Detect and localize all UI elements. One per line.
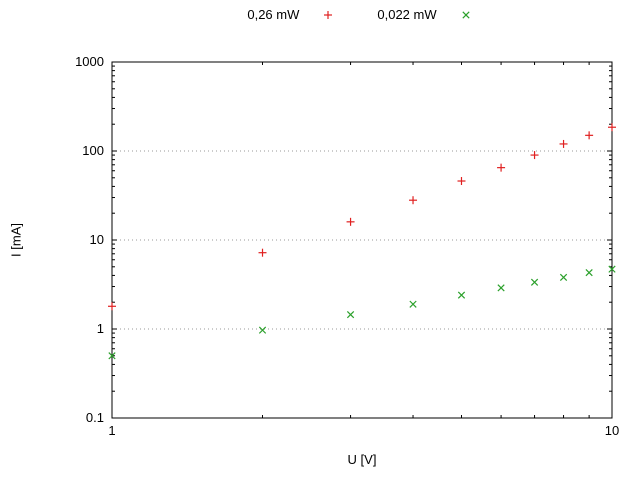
legend-label: 0,26 mW [247, 7, 300, 22]
legend: 0,26 mW 0,022 mW [112, 7, 612, 22]
plus-marker-icon [324, 10, 333, 19]
series-1-points [108, 265, 616, 360]
series-0-points [108, 123, 616, 311]
y-tick-labels: 1000 100 10 1 0.1 [75, 54, 104, 425]
svg-text:1: 1 [108, 423, 115, 438]
svg-text:100: 100 [82, 143, 104, 158]
gridlines [112, 150, 612, 330]
svg-text:0.1: 0.1 [86, 410, 104, 425]
legend-label: 0,022 mW [377, 7, 437, 22]
legend-item: 0,26 mW [247, 7, 339, 22]
cross-marker-icon [462, 10, 470, 19]
svg-text:10: 10 [90, 232, 104, 247]
x-tick-labels: 1 10 [108, 423, 619, 438]
svg-text:1000: 1000 [75, 54, 104, 69]
tick-marks [111, 61, 613, 419]
x-axis-label: U [V] [347, 452, 377, 467]
legend-item: 0,022 mW [377, 7, 476, 22]
svg-text:10: 10 [605, 423, 619, 438]
svg-text:1: 1 [97, 321, 104, 336]
